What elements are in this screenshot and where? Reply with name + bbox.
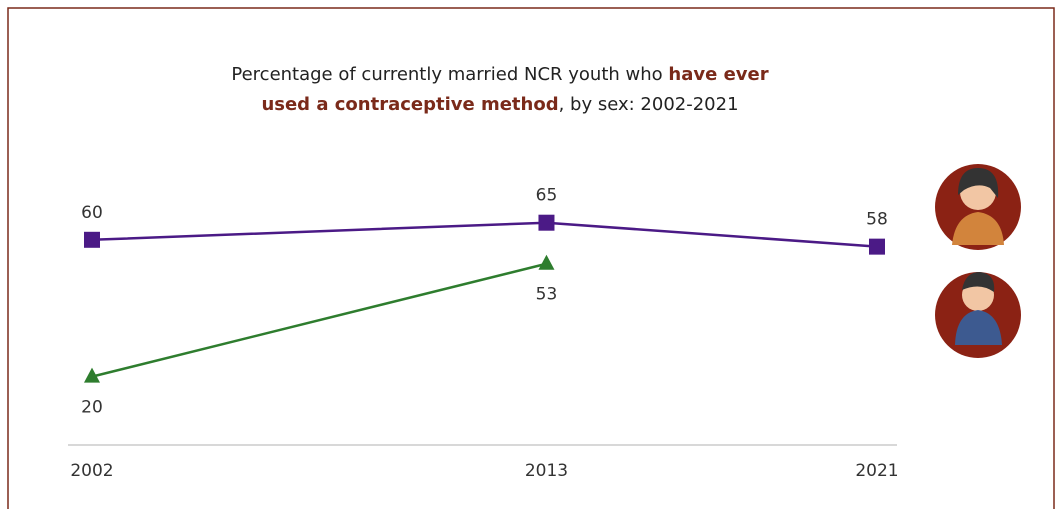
data-label: 20 (81, 398, 103, 418)
title-part: Percentage of currently married NCR yout… (231, 64, 668, 85)
point (84, 231, 100, 248)
point (538, 254, 555, 270)
x-tick-label: 2002 (70, 461, 113, 481)
female-icon (935, 164, 1021, 250)
point (538, 214, 555, 231)
series-line (91, 262, 547, 378)
point (84, 367, 100, 383)
chart-title: Percentage of currently married NCR yout… (231, 64, 768, 85)
data-label: 60 (81, 203, 103, 223)
x-tick-label: 2013 (525, 461, 568, 481)
point (869, 238, 885, 255)
x-tick-label: 2021 (855, 461, 898, 481)
title-highlight-cont: used a contraceptive method (261, 94, 558, 115)
series-line (91, 221, 878, 248)
title-highlight: have ever (668, 64, 768, 85)
chart-title-line2: used a contraceptive method, by sex: 200… (261, 94, 738, 115)
male-icon (935, 272, 1021, 358)
title-part: , by sex: 2002-2021 (559, 94, 739, 115)
frame (7, 7, 1055, 509)
data-label: 58 (866, 210, 888, 230)
data-label: 65 (536, 186, 558, 206)
data-label: 53 (536, 285, 558, 305)
